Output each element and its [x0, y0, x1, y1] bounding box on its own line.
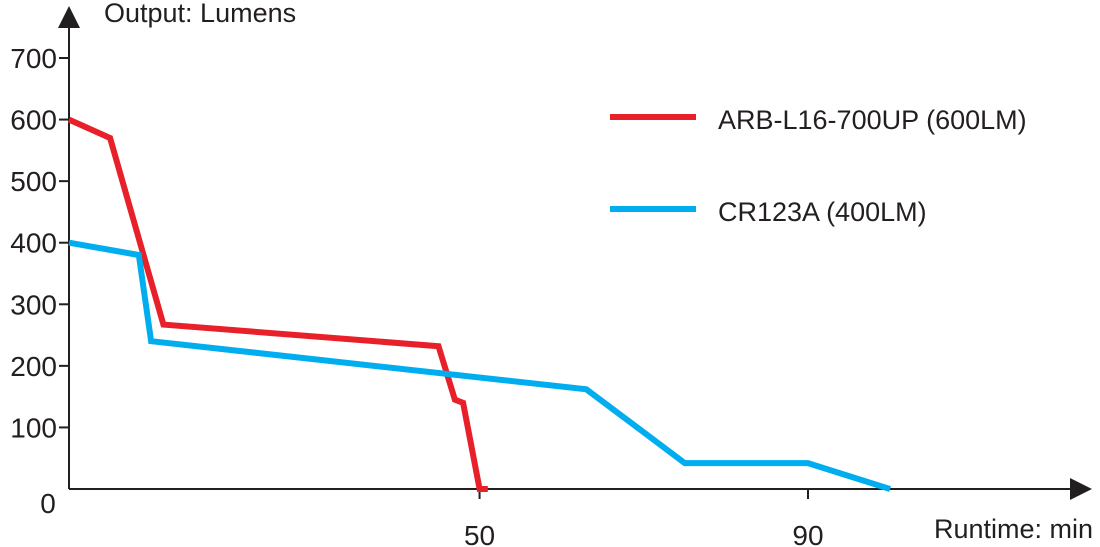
x-ticks: 50 90 [464, 489, 824, 547]
y-tick-label: 600 [10, 105, 57, 136]
legend-label-cr123a: CR123A (400LM) [718, 197, 927, 227]
series-line-arb [67, 116, 488, 492]
x-tick-label: 50 [464, 520, 495, 547]
y-tick-label: 700 [10, 43, 57, 74]
x-tick-label: 90 [792, 520, 823, 547]
y-axis-arrow [58, 6, 80, 28]
y-tick-label: 100 [10, 412, 57, 443]
y-tick-label: 300 [10, 289, 57, 320]
series-group [67, 116, 892, 492]
y-tick-label: 0 [40, 488, 56, 519]
y-tick-label: 400 [10, 228, 57, 259]
y-tick-label: 200 [10, 351, 57, 382]
x-axis-title: Runtime: min [934, 514, 1093, 544]
y-axis-title: Output: Lumens [104, 0, 296, 28]
axes [58, 6, 1092, 500]
legend: ARB-L16-700UP (600LM) CR123A (400LM) [610, 105, 1027, 227]
y-tick-label: 500 [10, 166, 57, 197]
series-line-cr123a [68, 239, 892, 492]
y-ticks: 0 100 200 300 400 500 600 700 [10, 43, 69, 519]
legend-label-arb: ARB-L16-700UP (600LM) [718, 105, 1027, 135]
x-axis-arrow [1070, 478, 1092, 500]
